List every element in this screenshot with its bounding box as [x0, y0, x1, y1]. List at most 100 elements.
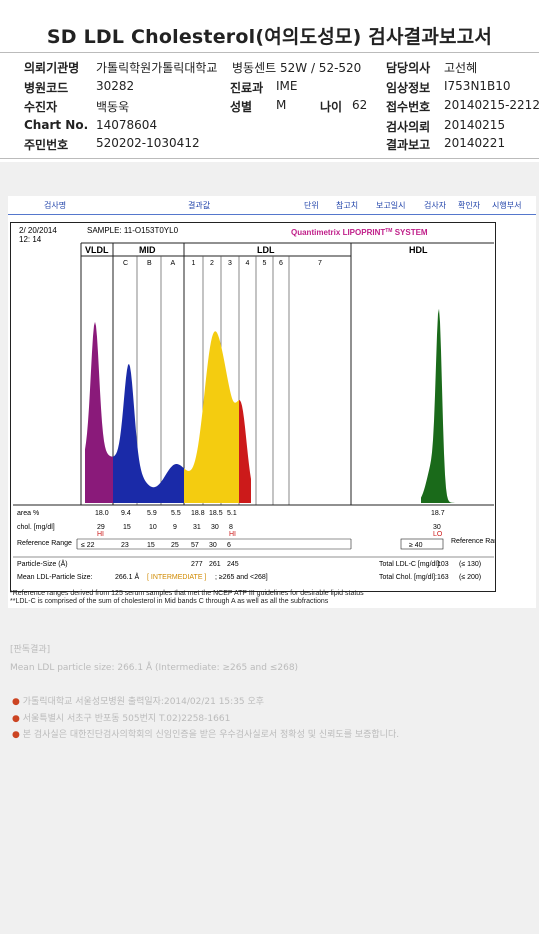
chol-value: 31 [193, 524, 201, 531]
chol-value: 8 [229, 524, 233, 531]
institution-label: 의뢰기관명 [24, 61, 80, 75]
ref-value: 15 [147, 542, 155, 549]
rrn-value: 520202-1030412 [96, 136, 200, 150]
sex-value: M [276, 98, 287, 112]
total-chol-label: Total Chol. [mg/dl]: [379, 574, 437, 581]
clinical-label: 임상정보 [386, 81, 431, 95]
flag-hi: HI [97, 531, 104, 538]
area-value: 5.9 [147, 510, 157, 517]
chart-time: 12: 14 [19, 235, 42, 244]
total-ldl-value: 103 [437, 561, 449, 568]
interpretation-text: Mean LDL particle size: 266.1 Å (Interme… [10, 663, 299, 673]
ref-value: ≤ 22 [81, 542, 95, 549]
col-tester: 검사자 [424, 201, 447, 210]
col-result: 결과값 [188, 201, 211, 210]
chol-value: 9 [173, 524, 177, 531]
ldl-tail-peak [239, 400, 251, 503]
group-ldl: LDL [257, 245, 275, 255]
receipt-value: 20140215-22125 [444, 98, 539, 112]
particle-size-value: 277 [191, 561, 203, 568]
hospital-code-value: 30282 [96, 79, 135, 93]
ref-value: 6 [227, 542, 231, 549]
mid-peak [113, 363, 184, 503]
band-label-2: 2 [210, 260, 214, 267]
band-label-1: 1 [192, 260, 196, 267]
lipoprint-chart: 2/ 20/2014 12: 14 SAMPLE: 11-O153T0YL0 Q… [10, 222, 496, 592]
vldl-peak [85, 321, 113, 503]
divider [0, 52, 539, 53]
col-reference: 참고치 [336, 201, 359, 210]
chol-value: 10 [149, 524, 157, 531]
result-value: 20140221 [444, 136, 506, 150]
ref-value: 30 [209, 542, 217, 549]
footer-line-1: 가톨릭대학교 서울성모병원 출력일자:2014/02/21 15:35 오후 [22, 697, 265, 707]
flag-hi: HI [229, 531, 236, 538]
col-unit: 단위 [304, 201, 319, 210]
ref-value: 25 [171, 542, 179, 549]
req-label: 검사의뢰 [386, 120, 431, 134]
chart-brand: Quantimetrix LIPOPRINTTM SYSTEM [291, 228, 428, 237]
ref-value: 23 [121, 542, 129, 549]
area-value: 18.5 [209, 510, 223, 517]
col-department: 시행부서 [492, 201, 522, 210]
doctor-value: 고선혜 [444, 61, 478, 75]
ref-value: 57 [191, 542, 199, 549]
band-label-C: C [123, 260, 128, 267]
result-label: 결과보고 [386, 138, 431, 152]
chart-label: Chart No. [24, 118, 89, 132]
row-ref-label: Reference Range [17, 540, 72, 547]
dept-value: IME [276, 79, 298, 93]
interpretation-heading: [판독결과] [10, 645, 51, 655]
institution-value: 가톨릭학원가톨릭대학교 [96, 61, 218, 75]
hdl-peak [421, 308, 455, 503]
req-value: 20140215 [444, 118, 506, 132]
hospital-code-label: 병원코드 [24, 81, 69, 95]
particle-size-value: 245 [227, 561, 239, 568]
bullet-icon: ● [12, 714, 20, 724]
ref-value: ≥ 40 [409, 542, 423, 549]
col-report-date: 보고일시 [376, 201, 406, 210]
patient-value: 백동욱 [96, 100, 130, 114]
area-value: 9.4 [121, 510, 131, 517]
col-test-name: 검사명 [44, 201, 67, 210]
band-label-6: 6 [279, 260, 283, 267]
footer-line-2: 서울특별시 서초구 반포동 505번지 T.02)2258-1661 [22, 714, 231, 724]
group-vldl: VLDL [85, 245, 109, 255]
receipt-label: 접수번호 [386, 100, 431, 114]
chol-value: 15 [123, 524, 131, 531]
clinical-value: I753N1B10 [444, 79, 511, 93]
area-value: 5.1 [227, 510, 237, 517]
chart-sample: SAMPLE: 11-O153T0YL0 [87, 226, 179, 235]
bullet-icon: ● [12, 730, 20, 740]
band-label-3: 3 [228, 260, 232, 267]
dept-label: 진료과 [230, 81, 264, 95]
band-label-5: 5 [263, 260, 267, 267]
band-label-B: B [147, 260, 152, 267]
chol-value: 30 [211, 524, 219, 531]
footnote-2: **LDL-C is comprised of the sum of chole… [10, 598, 329, 605]
total-chol-ref: (≤ 200) [459, 574, 481, 581]
sex-label: 성별 [230, 100, 253, 114]
doctor-label: 담당의사 [386, 61, 431, 75]
area-value: 18.7 [431, 510, 445, 517]
divider [0, 158, 539, 159]
age-value: 62 [352, 98, 368, 112]
row-size-label: Particle-Size (Å) [17, 559, 68, 568]
chart-date: 2/ 20/2014 [19, 226, 57, 235]
bullet-icon: ● [12, 697, 20, 707]
ward-value: 52W / 52-520 [280, 61, 362, 75]
chart-value: 14078604 [96, 118, 158, 132]
total-ldl-ref: (≤ 130) [459, 561, 481, 568]
flag-lo: LO [433, 531, 443, 538]
ldl-peak [184, 331, 239, 503]
mean-pattern-tail: ; ≥265 and <268] [215, 574, 268, 581]
rrn-label: 주민번호 [24, 138, 69, 152]
band-label-A: A [171, 260, 176, 267]
area-value: 18.0 [95, 510, 109, 517]
footer-line-3: 본 검사실은 대한진단검사의학회의 신임인증을 받은 우수검사실로서 정확성 및… [22, 730, 400, 740]
band-label-7: 7 [318, 260, 322, 267]
area-value: 18.8 [191, 510, 205, 517]
row-mean-label: Mean LDL-Particle Size: [17, 574, 93, 581]
group-hdl: HDL [409, 245, 428, 255]
area-value: 5.5 [171, 510, 181, 517]
